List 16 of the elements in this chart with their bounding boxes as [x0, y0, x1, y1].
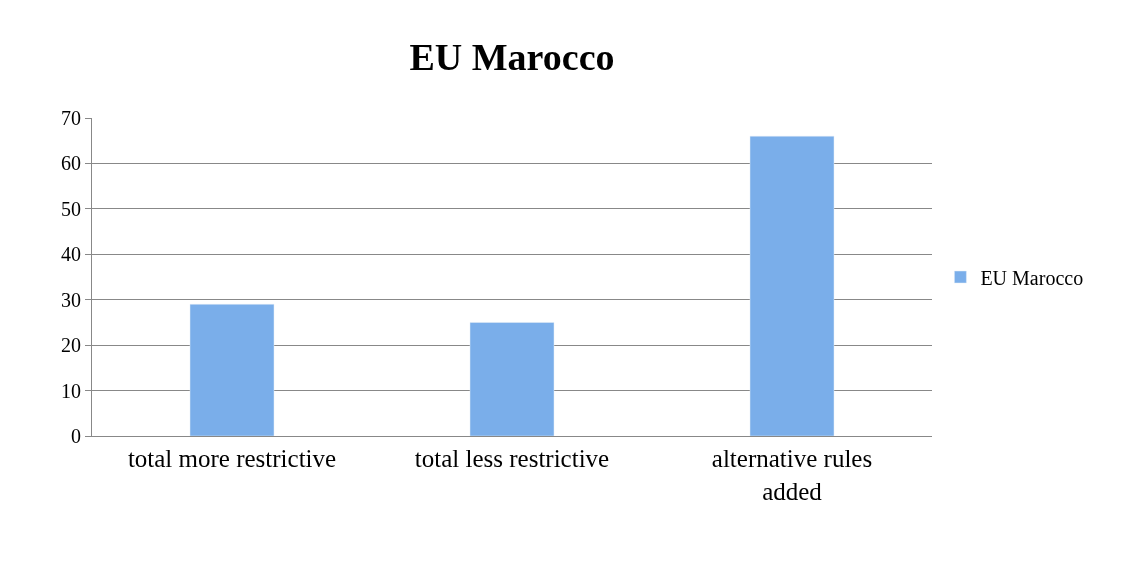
bar [189, 304, 275, 436]
y-tick-label: 40 [61, 243, 81, 266]
y-tick-label: 30 [61, 288, 81, 311]
y-tick-label: 10 [61, 379, 81, 402]
bar [469, 322, 555, 436]
y-tick-label: 60 [61, 152, 81, 175]
x-tick-label: alternative rules added [711, 445, 873, 505]
bar [749, 135, 835, 436]
chart-title: EU Marocco [409, 36, 615, 78]
y-tick-label: 20 [61, 334, 81, 357]
x-tick-label: total less restrictive [414, 445, 610, 472]
y-tick-label: 0 [71, 425, 81, 447]
y-tick-label: 50 [61, 197, 81, 220]
y-tick-label: 70 [61, 107, 81, 129]
x-tick-label: total more restrictive [127, 445, 337, 472]
legend-label: EU Marocco [980, 266, 1084, 289]
